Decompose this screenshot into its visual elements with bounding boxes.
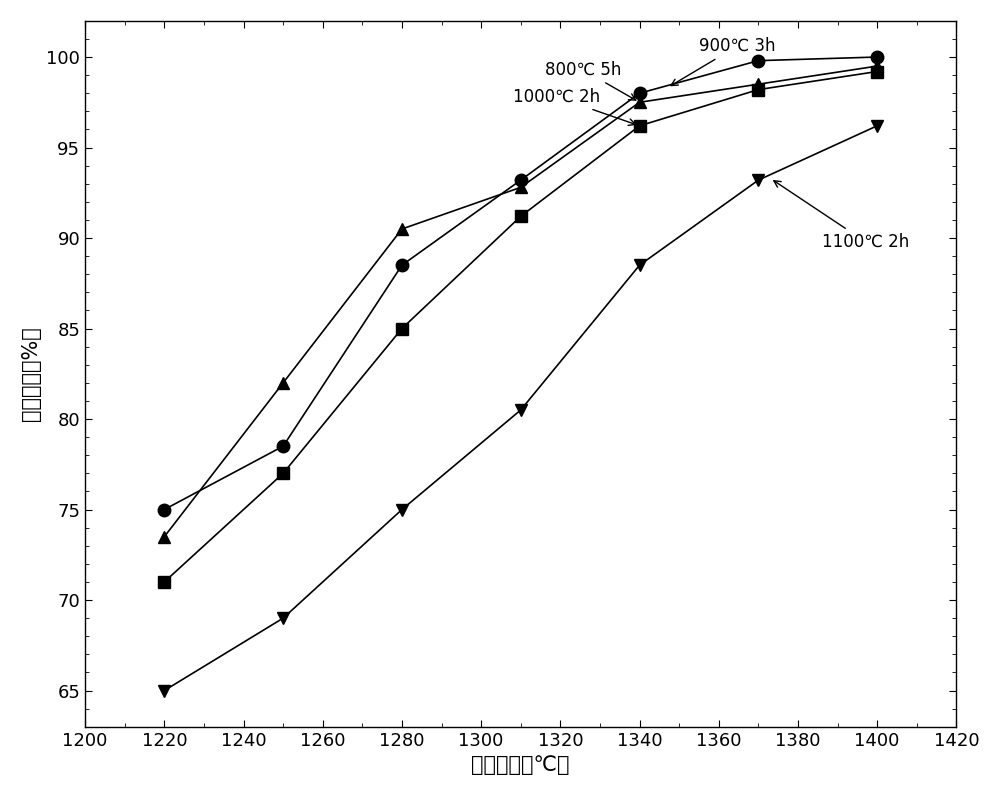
Text: 1000℃ 2h: 1000℃ 2h	[513, 88, 635, 125]
X-axis label: 烧结温度（℃）: 烧结温度（℃）	[471, 755, 570, 775]
Text: 800℃ 5h: 800℃ 5h	[545, 60, 636, 100]
Text: 1100℃ 2h: 1100℃ 2h	[774, 181, 909, 251]
Text: 900℃ 3h: 900℃ 3h	[671, 37, 775, 86]
Y-axis label: 相对密度（%）: 相对密度（%）	[21, 326, 41, 421]
